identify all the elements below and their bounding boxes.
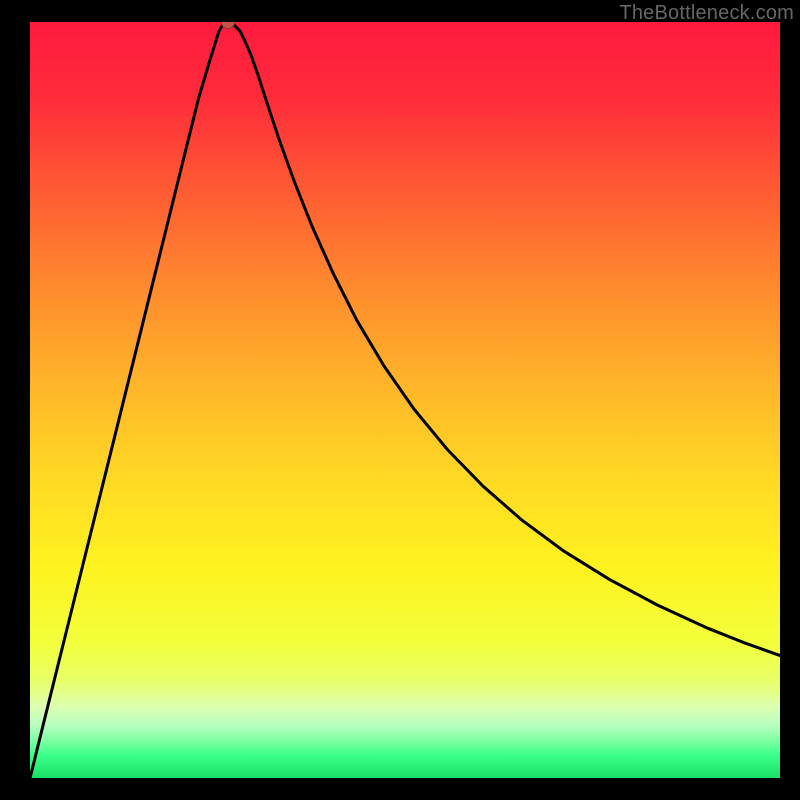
- plot-area: [30, 22, 780, 778]
- bottleneck-curve: [30, 22, 780, 778]
- curve-svg: [30, 22, 780, 778]
- watermark-text: TheBottleneck.com: [619, 2, 794, 25]
